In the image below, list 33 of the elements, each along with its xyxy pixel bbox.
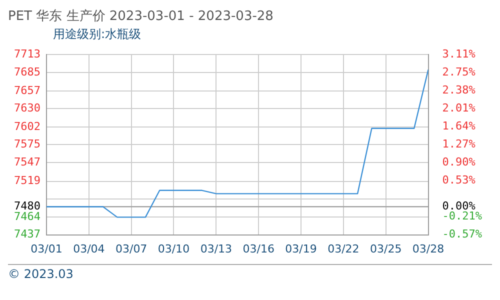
y-tick-label: 7547 [14,156,40,169]
y2-tick-label: 2.01% [442,102,476,115]
y-tick-label: 7630 [14,102,40,115]
y2-tick-label: 2.38% [442,84,476,96]
y-tick-label: 7657 [14,84,40,98]
y2-tick-label: 0.90% [442,156,476,169]
x-tick-label: 03/07 [115,242,148,256]
y-tick-label: 7575 [14,138,40,151]
y-tick-label: 7713 [14,47,40,60]
y2-tick-label: -0.57% [442,228,482,241]
y-tick-label: 7519 [14,174,40,188]
x-tick-label: 03/13 [200,242,232,256]
y-tick-label: 7464 [14,210,41,224]
y2-tick-label: 3.11% [442,47,476,60]
y-tick-label: 7685 [14,65,40,78]
y2-tick-label: 2.75% [442,65,476,78]
x-tick-label: 03/25 [370,242,402,256]
y-tick-label: 7437 [14,228,40,241]
x-tick-label: 03/22 [328,242,360,256]
x-tick-label: 03/10 [158,242,190,256]
y-tick-label: 7602 [14,120,40,133]
y2-tick-label: 0.53% [442,174,476,187]
x-tick-label: 03/16 [242,242,274,256]
text: © 2023.03 [8,267,74,281]
x-tick-label: 03/01 [30,242,62,256]
y2-tick-label: 1.27% [442,138,476,151]
y-tick-label: 7480 [14,200,40,213]
chart-subtitle: 用途级别:水瓶级 [53,26,142,42]
x-tick-label: 03/28 [412,242,444,256]
y2-tick-label: 1.64% [442,120,476,133]
chart-title: PET 华东 生产价 2023-03-01 - 2023-03-28 [8,8,274,26]
x-tick-label: 03/04 [73,242,105,256]
x-tick-label: 03/19 [285,242,317,256]
